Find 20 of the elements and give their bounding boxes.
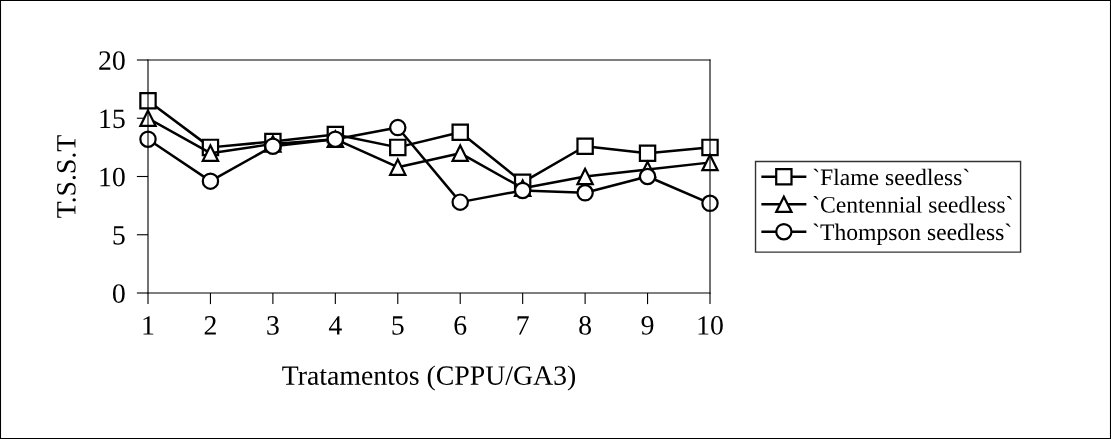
x-tick-label: 5: [392, 316, 404, 335]
y-tick-label: 15: [100, 109, 125, 129]
x-tick-label: 9: [641, 316, 654, 335]
x-tick-label: 7: [517, 316, 529, 335]
y-tick-label: 10: [100, 167, 125, 187]
x-tick-label: 3: [267, 316, 279, 335]
y-tick-label: 20: [99, 51, 125, 70]
y-axis-title: T.S.S.T: [57, 135, 76, 218]
x-axis-title: Tratamentos (CPPU/GA3): [282, 365, 576, 391]
y-tick-label: 5: [113, 226, 125, 245]
legend-label: `Centennial seedless`: [813, 196, 1012, 213]
x-tick-label: 1: [143, 316, 154, 335]
x-tick-label: 8: [579, 316, 591, 335]
legend-label: `Flame seedless`: [813, 168, 969, 186]
x-tick-label: 10: [698, 316, 723, 335]
x-tick-label: 4: [328, 316, 342, 335]
legend-label: `Thompson seedless`: [813, 223, 1011, 246]
x-tick-label: 2: [204, 316, 216, 335]
x-tick-label: 6: [454, 316, 467, 335]
y-tick-label: 0: [112, 284, 125, 303]
